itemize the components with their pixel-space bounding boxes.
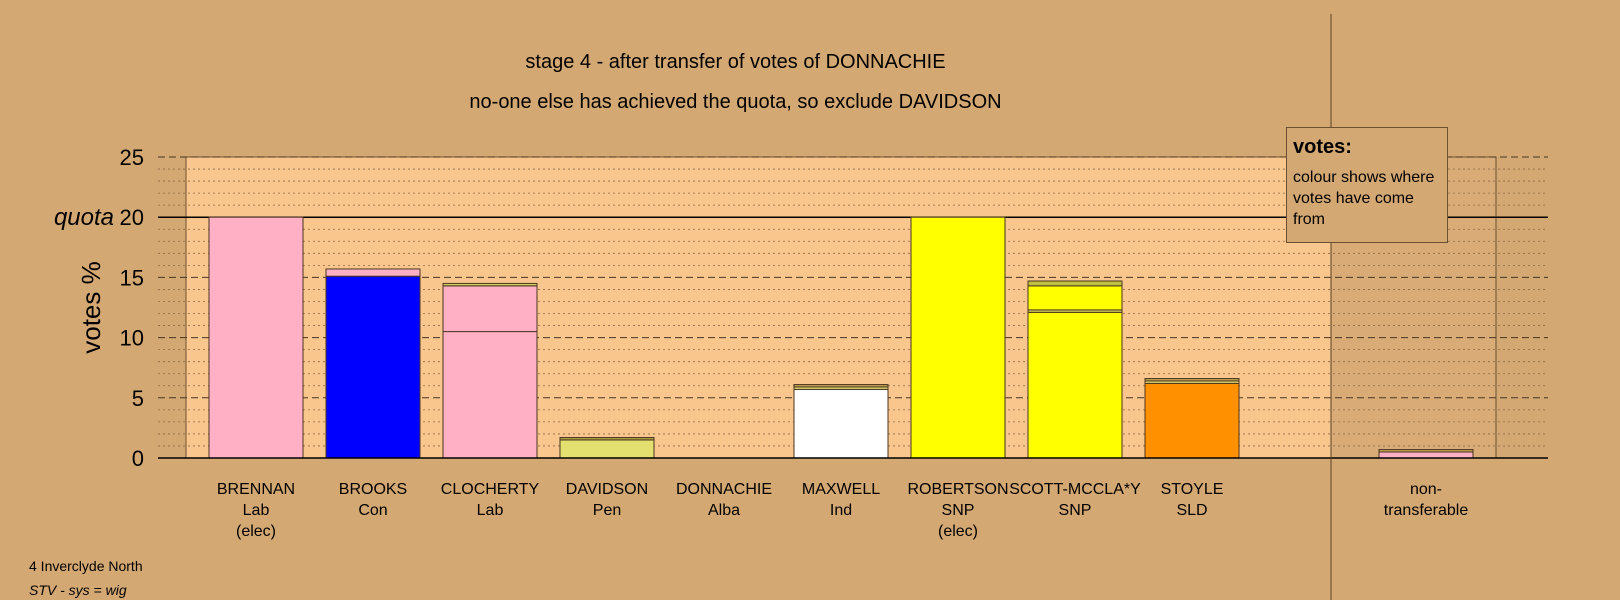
bar-non-transferable-segment-2 xyxy=(1378,449,1474,453)
candidate-name-scott-mccla-y: SCOTT-MCCLA*Y xyxy=(1009,481,1141,498)
candidate-party-scott-mccla-y: SNP xyxy=(1059,502,1092,519)
candidate-name-robertson: ROBERTSON xyxy=(907,481,1008,498)
candidate-note-robertson: (elec) xyxy=(938,523,978,540)
candidate-name-maxwell: MAXWELL xyxy=(802,481,880,498)
candidate-name-stoyle: STOYLE xyxy=(1161,481,1224,498)
legend-title: votes: xyxy=(1293,136,1352,158)
bar-davidson-segment-2 xyxy=(559,437,655,441)
bar-clocherty-segment-2 xyxy=(442,285,538,333)
candidate-name-donnachie: DONNACHIE xyxy=(676,481,772,498)
y-tick-label: 10 xyxy=(120,326,144,351)
candidate-name-brennan: BRENNAN xyxy=(217,481,295,498)
candidate-party-davidson: Pen xyxy=(593,502,621,519)
candidate-name-clocherty: CLOCHERTY xyxy=(441,481,540,498)
candidate-party-robertson: SNP xyxy=(942,502,975,519)
bar-robertson-segment-1 xyxy=(910,216,1006,459)
bar-scott-mccla-y-segment-1 xyxy=(1027,311,1123,459)
chart-title: stage 4 - after transfer of votes of DON… xyxy=(525,51,946,73)
y-tick-label: 25 xyxy=(120,145,144,170)
bar-brooks-segment-1 xyxy=(325,275,421,459)
bar-davidson-segment-1 xyxy=(559,439,655,459)
y-tick-label: 15 xyxy=(120,265,144,290)
candidate-party-brooks: Con xyxy=(358,502,387,519)
footer-system: STV - sys = wig xyxy=(29,582,127,598)
bar-brooks-segment-2 xyxy=(325,268,421,277)
candidate-party-brennan: Lab xyxy=(243,502,270,519)
non-transferable-label-1: non- xyxy=(1410,481,1442,498)
bar-maxwell-segment-3 xyxy=(793,384,889,388)
bar-non-transferable-segment-1 xyxy=(1378,451,1474,459)
bar-stoyle-segment-1 xyxy=(1144,382,1240,459)
non-transferable-label-2: transferable xyxy=(1384,502,1469,519)
bar-scott-mccla-y-segment-3 xyxy=(1027,285,1123,311)
candidate-note-brennan: (elec) xyxy=(236,523,276,540)
candidate-name-davidson: DAVIDSON xyxy=(566,481,648,498)
quota-label: quota xyxy=(54,204,114,231)
chart-subtitle: no-one else has achieved the quota, so e… xyxy=(469,91,1002,113)
candidate-party-maxwell: Ind xyxy=(830,502,852,519)
candidate-name-brooks: BROOKS xyxy=(339,481,407,498)
bar-brennan-segment-1 xyxy=(208,216,304,459)
footer-constituency: 4 Inverclyde North xyxy=(29,558,143,574)
bar-clocherty-segment-3 xyxy=(442,282,538,287)
candidate-party-clocherty: Lab xyxy=(477,502,504,519)
y-axis-label: votes % xyxy=(76,261,106,354)
legend-text: colour shows where votes have come from xyxy=(1293,169,1435,228)
y-tick-label: 20 xyxy=(120,205,144,230)
legend-box: votes: colour shows where votes have com… xyxy=(1286,127,1448,243)
y-tick-label: 5 xyxy=(132,386,144,411)
y-tick-label: 0 xyxy=(132,446,144,471)
bar-scott-mccla-y-segment-4 xyxy=(1027,280,1123,287)
bar-clocherty-segment-1 xyxy=(442,331,538,459)
bar-maxwell-segment-1 xyxy=(793,388,889,459)
candidate-party-donnachie: Alba xyxy=(708,502,740,519)
candidate-party-stoyle: SLD xyxy=(1176,502,1207,519)
bar-stoyle-segment-3 xyxy=(1144,378,1240,382)
